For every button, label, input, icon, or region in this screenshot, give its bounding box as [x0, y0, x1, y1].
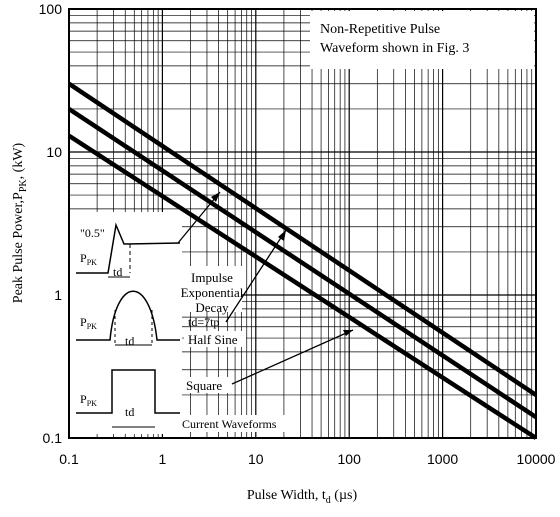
- annotations: "0.5" PPK td PPK td td=7tp PPK td Impuls…: [70, 191, 354, 434]
- square-waveform: [76, 369, 180, 414]
- half-sine-label-bg: [184, 331, 246, 347]
- annotation-arrows: [177, 191, 354, 385]
- x-tick-label: 10: [248, 451, 264, 467]
- x-tick-label: 1000: [427, 451, 458, 467]
- plot-frame: [68, 8, 537, 439]
- x-axis-label: Pulse Width, td (µs): [247, 488, 358, 506]
- series-line-3: [67, 133, 538, 440]
- series-line-2: [67, 107, 538, 419]
- td-label-2: td: [125, 334, 134, 348]
- ppk-label-2: PPK: [80, 315, 97, 331]
- x-tick-label: 10000: [517, 451, 556, 467]
- square-label-bg: [183, 377, 229, 393]
- y-tick-label: 100: [39, 1, 63, 17]
- note-box: [310, 11, 534, 69]
- x-tick-label: 1: [159, 451, 167, 467]
- impulse-label-2: Exponential: [181, 285, 244, 300]
- td-tp-label: td=7tp: [188, 315, 219, 329]
- impulse-label-3: Decay: [195, 300, 229, 315]
- arrow-square: [231, 329, 354, 385]
- y-tick-label: 1: [54, 287, 62, 303]
- td-label-1: td: [113, 265, 122, 279]
- series-line-1: [67, 81, 538, 397]
- x-tick-label: 100: [338, 451, 362, 467]
- current-waveforms-label: Current Waveforms: [182, 417, 277, 431]
- y-tick-label: 10: [46, 144, 62, 160]
- y-axis-label: Peak Pulse Power,PPK, (kW): [11, 142, 29, 303]
- exponential-waveform: [76, 222, 181, 274]
- x-tick-label: 0.1: [59, 451, 79, 467]
- current-waveforms-bg: [178, 415, 290, 432]
- arrow-impulse: [177, 191, 221, 244]
- half-sine-label: Half Sine: [188, 332, 238, 347]
- ppk-label-3: PPK: [80, 392, 97, 408]
- arrowhead-impulse: [211, 192, 220, 202]
- inset-background: [70, 212, 182, 434]
- note-line-2: Waveform shown in Fig. 3: [320, 41, 469, 56]
- impulse-label-bg: [180, 266, 242, 312]
- half-sine-waveform: [76, 290, 180, 341]
- series-lines: [67, 81, 538, 440]
- ppk-label-1: PPK: [80, 251, 97, 267]
- arrowhead-half-sine: [278, 230, 286, 241]
- half-value-label: "0.5": [80, 226, 105, 240]
- note-line-1: Non-Repetitive Pulse: [320, 22, 440, 37]
- tick-labels: 0.1 1 10 100 1000 10000 0.1 1 10 100: [39, 1, 556, 467]
- arrowhead-square: [343, 330, 353, 336]
- y-tick-label: 0.1: [43, 430, 63, 446]
- td-label-3: td: [125, 405, 134, 419]
- square-label: Square: [186, 378, 222, 393]
- impulse-label-1: Impulse: [191, 270, 233, 285]
- arrow-half-sine: [225, 229, 287, 323]
